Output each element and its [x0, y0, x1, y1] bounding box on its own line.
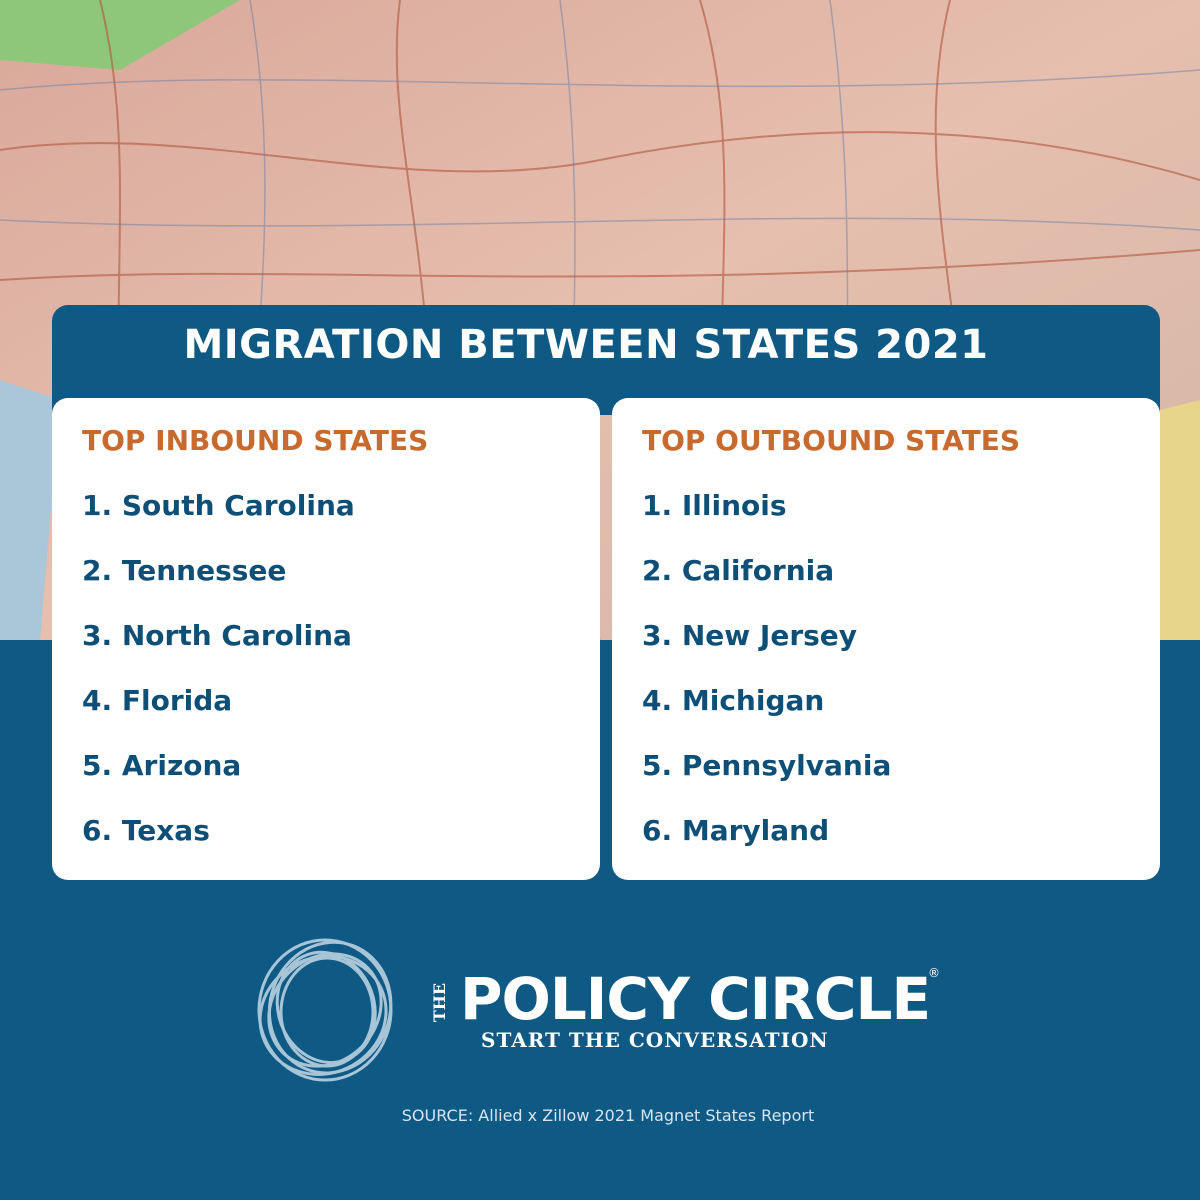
source: SOURCE: Allied x Zillow 2021 Magnet Stat…	[401, 1106, 815, 1125]
list-card: TOP INBOUND STATES 1. South Carolina 2. Te…	[52, 398, 600, 880]
list-item: 3. North Carolina	[82, 619, 352, 652]
logo-mark: ®	[928, 966, 940, 980]
logo-tagline: START THE CONVERSATION	[481, 1028, 829, 1052]
list-heading: TOP INBOUND STATES	[82, 424, 429, 457]
list-item: 4. Michigan	[642, 684, 825, 717]
list-item: 1. South Carolina	[82, 489, 355, 522]
list-item: 4. Florida	[82, 684, 233, 717]
list-item: 6. Maryland	[642, 814, 830, 847]
list-item: 2. California	[642, 554, 835, 587]
list-item: 6. Texas	[82, 814, 210, 847]
logo-prefix: THE	[430, 982, 450, 1023]
logo-circles	[257, 938, 393, 1082]
list-item: 5. Pennsylvania	[642, 749, 892, 782]
title: MIGRATION BETWEEN STATES 2021	[183, 322, 989, 368]
list-item: 1. Illinois	[642, 489, 787, 522]
list-item: 5. Arizona	[82, 749, 242, 782]
logo-name: POLICY CIRCLE	[460, 965, 931, 1033]
list-item: 2. Tennessee	[82, 554, 287, 587]
list-card: TOP OUTBOUND STATES 1. Illinois 2. Califor…	[612, 398, 1160, 880]
list-heading: TOP OUTBOUND STATES	[642, 424, 1021, 457]
title-banner	[52, 305, 1160, 415]
list-item: 3. New Jersey	[642, 619, 858, 652]
